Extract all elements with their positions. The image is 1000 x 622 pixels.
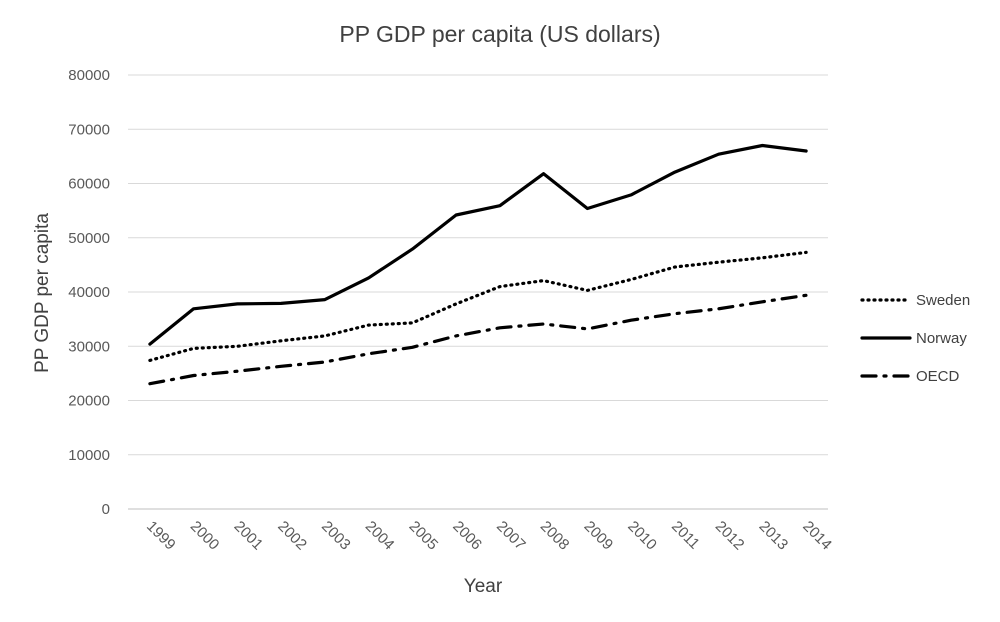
y-tick-label: 30000 — [68, 338, 110, 355]
x-tick-label: 2002 — [274, 518, 310, 554]
legend-label-oecd: OECD — [916, 368, 960, 385]
x-tick-label: 2010 — [624, 518, 660, 554]
gridlines — [128, 74, 828, 510]
chart-title: PP GDP per capita (US dollars) — [339, 21, 660, 47]
legend: Sweden Norway OECD — [860, 292, 970, 385]
series-line-sweden — [148, 250, 808, 362]
x-tick-label: 2003 — [318, 518, 354, 554]
legend-label-sweden: Sweden — [916, 292, 970, 309]
y-tick-label: 20000 — [68, 393, 110, 410]
series-line-norway — [148, 143, 808, 346]
legend-label-norway: Norway — [916, 330, 967, 347]
x-tick-label: 2001 — [231, 518, 267, 554]
x-tick-label: 2014 — [799, 518, 835, 554]
y-tick-label: 80000 — [68, 67, 110, 84]
x-tick-label: 2011 — [668, 518, 703, 553]
x-tick-label: 2004 — [362, 518, 398, 554]
x-tick-label: 2005 — [406, 518, 442, 554]
x-tick-label: 2000 — [187, 518, 223, 554]
x-tick-label: 2009 — [581, 518, 617, 554]
y-tick-label: 40000 — [68, 284, 110, 301]
x-axis-ticks: 1999 2000 2001 2002 2003 2004 2005 2006 2007 2008… — [143, 518, 835, 554]
x-tick-label: 2008 — [537, 518, 573, 554]
x-tick-label: 2006 — [449, 518, 485, 554]
x-tick-label: 2007 — [493, 518, 529, 554]
y-tick-label: 50000 — [68, 230, 110, 247]
y-tick-label: 70000 — [68, 121, 110, 138]
y-axis-ticks: 0 10000 20000 30000 40000 50000 60000 70000 8000… — [68, 67, 110, 518]
x-tick-label: 1999 — [143, 518, 179, 554]
y-axis-title: PP GDP per capita — [32, 213, 53, 373]
x-axis-title: Year — [464, 576, 503, 597]
y-tick-label: 60000 — [68, 176, 110, 193]
series-lines — [148, 143, 808, 386]
x-tick-label: 2013 — [756, 518, 792, 554]
x-tick-label: 2012 — [712, 518, 748, 554]
y-tick-label: 10000 — [68, 447, 110, 464]
series-line-oecd — [148, 293, 808, 386]
y-tick-label: 0 — [102, 501, 110, 518]
